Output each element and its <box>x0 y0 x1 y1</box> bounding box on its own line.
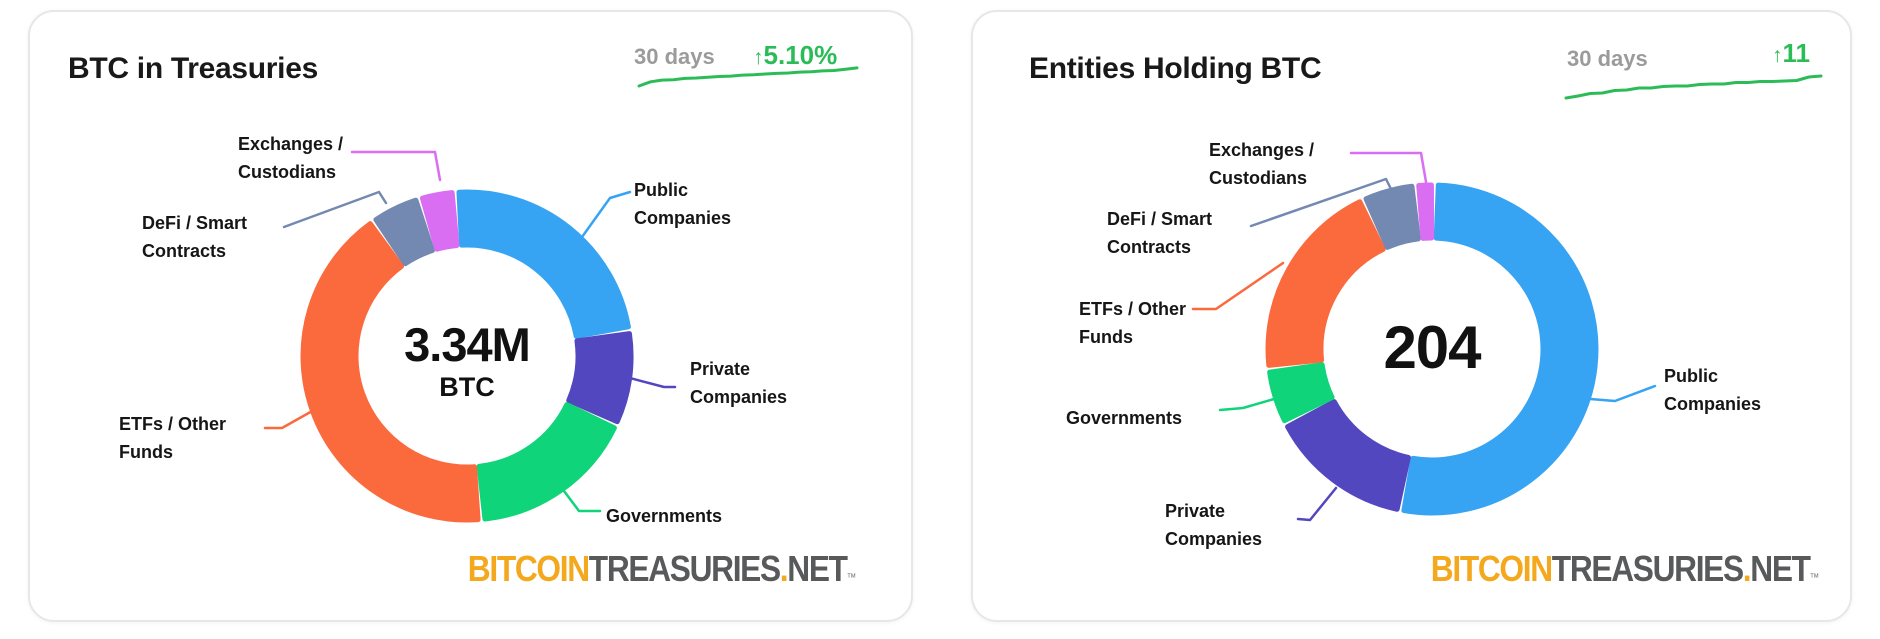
donut-segment-exchanges-custodians[interactable] <box>419 190 460 252</box>
label-etfs-other-funds: ETFs / Other Funds <box>119 414 227 462</box>
center-value: 3.34M <box>404 318 531 371</box>
logo-dot: . <box>779 548 789 589</box>
sparkline-30-days <box>637 66 859 88</box>
logo-trademark: ™ <box>1809 572 1820 584</box>
label-public-companies: Public Companies <box>634 180 732 228</box>
change-value: 11 <box>1782 38 1811 68</box>
change-badge: ↑11 <box>1772 38 1810 69</box>
label-governments: Governments <box>606 506 723 526</box>
donut-segment-governments[interactable] <box>476 402 617 522</box>
donut-segment-defi-smart-contracts[interactable] <box>373 197 435 267</box>
label-private-companies: Private Companies <box>690 359 788 407</box>
donut-segment-public-companies[interactable] <box>1401 182 1599 516</box>
sparkline-path <box>1564 74 1823 100</box>
logo-net-text: NET <box>1750 548 1811 589</box>
donut-center: 3.34M BTC <box>367 320 567 404</box>
logo-treasuries-text: TREASURIES <box>588 548 781 589</box>
card-entities-holding-btc: Entities Holding BTC 30 days ↑11 204 Pub… <box>971 10 1852 622</box>
period-label: 30 days <box>1567 46 1648 71</box>
donut-center: 204 <box>1332 315 1532 381</box>
label-defi-smart-contracts: DeFi / Smart Contracts <box>142 213 248 261</box>
logo-dot: . <box>1742 548 1752 589</box>
bitcointreasuries-logo[interactable]: BITCOINTREASURIES.NET™ <box>467 548 857 590</box>
up-arrow-icon: ↑ <box>753 46 764 69</box>
sparkline-30-days <box>1564 74 1823 100</box>
period-label: 30 days <box>634 44 715 69</box>
label-etfs-other-funds: ETFs / Other Funds <box>1079 299 1187 347</box>
donut-segment-private-companies[interactable] <box>566 331 634 425</box>
logo-bitcoin-text: BITCOIN <box>1430 548 1553 589</box>
label-governments: Governments <box>1066 408 1183 428</box>
center-unit: BTC <box>439 372 495 402</box>
logo-bitcoin-text: BITCOIN <box>467 548 590 589</box>
logo-trademark: ™ <box>846 572 857 584</box>
up-arrow-icon: ↑ <box>1772 44 1783 67</box>
card-btc-in-treasuries: BTC in Treasuries 30 days ↑5.10% 3.34M B… <box>28 10 913 622</box>
center-value: 204 <box>1383 314 1481 381</box>
page-title: BTC in Treasuries <box>68 52 318 85</box>
page-title: Entities Holding BTC <box>1029 52 1322 85</box>
label-defi-smart-contracts: DeFi / Smart Contracts <box>1107 209 1213 257</box>
logo-net-text: NET <box>787 548 848 589</box>
donut-chart-btc[interactable] <box>295 184 639 528</box>
donut-segment-etfs-other-funds[interactable] <box>300 221 481 523</box>
bitcointreasuries-logo[interactable]: BITCOINTREASURIES.NET™ <box>1430 548 1820 590</box>
label-exchanges-custodians: Exchanges / Custodians <box>1209 140 1315 188</box>
donut-segment-exchanges-custodians[interactable] <box>1416 182 1435 241</box>
label-public-companies: Public Companies <box>1664 366 1762 414</box>
sparkline-path <box>637 66 859 88</box>
donut-segment-governments[interactable] <box>1267 362 1335 424</box>
donut-segment-public-companies[interactable] <box>456 189 631 339</box>
change-badge: ↑5.10% <box>753 40 837 71</box>
leader-line-exchanges-custodians <box>350 150 442 182</box>
logo-treasuries-text: TREASURIES <box>1551 548 1744 589</box>
donut-segment-private-companies[interactable] <box>1285 399 1411 512</box>
label-private-companies: Private Companies <box>1165 501 1263 549</box>
label-exchanges-custodians: Exchanges / Custodians <box>238 134 344 182</box>
change-value: 5.10% <box>763 40 838 70</box>
